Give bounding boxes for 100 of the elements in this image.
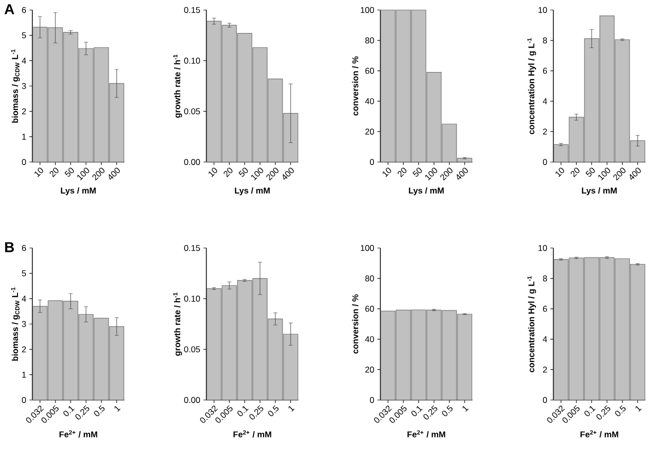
x-axis-title: Lys / mM: [582, 187, 617, 196]
x-tick-label: 10: [34, 168, 44, 178]
y-axis-title: growth rate / h$^{-1}$: [173, 54, 182, 118]
y-axis-title: conversion / %: [352, 294, 358, 354]
y-tick-label: 40: [365, 98, 374, 104]
x-tick-label: 20: [398, 168, 406, 178]
y-tick-label: 6: [543, 68, 547, 74]
y-tick-label: 100: [360, 7, 374, 13]
x-tick-label: 10: [556, 168, 564, 178]
x-axis-title: Lys / mM: [234, 187, 270, 196]
y-tick-label: 0: [370, 397, 374, 403]
x-axis-title: Fe$^{2+}$ / mM: [234, 430, 272, 438]
x-tick-label: 200: [440, 168, 452, 181]
y-tick-label: 80: [365, 275, 374, 282]
y-tick-label: 0: [542, 397, 547, 403]
y-tick-label: 4: [22, 296, 26, 302]
x-tick-label: 0.1: [63, 406, 75, 416]
y-tick-label: 60: [365, 68, 374, 74]
y-tick-label: 3: [22, 83, 26, 89]
y-tick-label: 3: [22, 321, 26, 327]
y-axis-title: biomass / g$_{CDW}$ L$^{-1}$: [11, 49, 20, 123]
x-tick-label: 200: [92, 168, 104, 181]
x-tick-label: 100: [77, 168, 90, 180]
y-tick-label: 100: [360, 245, 374, 251]
y-tick-label: 4: [542, 98, 548, 104]
x-tick-label: 0.5: [268, 405, 279, 416]
y-axis-title: growth rate / h$^{-1}$: [173, 292, 182, 356]
text: B: [5, 242, 14, 252]
x-tick-label: 50: [64, 168, 74, 177]
x-tick-label: 100: [598, 168, 610, 180]
y-tick-label: 0.00: [184, 159, 200, 165]
y-tick-label: 6: [543, 306, 547, 312]
y-tick-label: 6: [22, 245, 26, 251]
x-tick-label: 20: [50, 168, 58, 178]
y-tick-label: 8: [542, 37, 547, 44]
y-tick-label: 0.10: [184, 58, 200, 64]
y-tick-label: 8: [542, 275, 547, 282]
y-tick-label: 0.05: [184, 108, 200, 114]
y-axis-title: concentration Hyl / g L$^{-1}$: [527, 38, 536, 134]
x-tick-label: 20: [224, 168, 232, 178]
x-axis-title: Fe$^{2+}$ / mM: [60, 430, 98, 438]
text: A: [4, 4, 14, 14]
x-axis-title: Fe$^{2+}$ / mM: [408, 430, 446, 438]
x-tick-label: 400: [456, 168, 468, 180]
x-tick-label: 100: [425, 168, 438, 180]
x-tick-label: 10: [382, 168, 392, 178]
y-tick-label: 20: [365, 366, 374, 373]
y-tick-label: 10: [538, 245, 547, 251]
y-tick-label: 0.05: [184, 346, 200, 352]
x-tick-label: 0.1: [411, 406, 423, 416]
y-tick-label: 6: [22, 7, 26, 13]
x-axis-title: Lys / mM: [408, 187, 444, 196]
y-tick-label: 1: [22, 372, 26, 378]
y-tick-label: 2: [22, 108, 26, 114]
y-tick-label: 0: [22, 397, 26, 403]
x-tick-label: 20: [570, 168, 580, 178]
x-tick-label: 100: [251, 168, 264, 180]
x-tick-label: 1: [636, 406, 642, 412]
y-tick-label: 40: [365, 336, 374, 342]
x-tick-label: 200: [266, 168, 278, 181]
y-tick-label: 0.15: [184, 245, 200, 251]
x-tick-label: 50: [412, 168, 422, 177]
x-tick-label: 0.5: [94, 405, 105, 416]
y-tick-label: 0: [22, 159, 26, 165]
y-tick-label: 0.00: [184, 397, 200, 403]
x-tick-label: 400: [282, 168, 294, 180]
x-axis-title: Fe$^{2+}$ / mM: [580, 430, 618, 438]
y-axis-title: biomass / g$_{CDW}$ L$^{-1}$: [11, 287, 20, 361]
y-axis-title: conversion / %: [352, 56, 358, 116]
x-tick-label: 200: [613, 168, 626, 181]
x-tick-label: 0.1: [584, 406, 596, 416]
y-tick-label: 1: [22, 134, 26, 140]
y-axis-title: concentration Hyl / g L$^{-1}$: [527, 276, 536, 372]
x-tick-label: 50: [586, 168, 595, 177]
x-tick-label: 1: [114, 406, 120, 412]
x-tick-label: 1: [462, 406, 468, 412]
x-tick-label: 10: [208, 168, 218, 178]
y-tick-label: 60: [365, 306, 374, 312]
x-tick-label: 400: [108, 168, 120, 180]
y-tick-label: 4: [542, 336, 548, 342]
y-tick-label: 0: [370, 159, 374, 165]
x-tick-label: 0.5: [442, 405, 453, 416]
y-tick-label: 2: [22, 346, 26, 352]
y-tick-label: 0.15: [184, 7, 200, 13]
y-tick-label: 20: [365, 128, 374, 135]
y-tick-label: 2: [543, 366, 547, 373]
x-tick-label: 1: [288, 406, 294, 412]
y-tick-label: 2: [543, 128, 547, 135]
x-tick-label: 0.1: [237, 406, 249, 416]
x-tick-label: 50: [238, 168, 248, 177]
y-tick-label: 5: [22, 32, 26, 38]
y-tick-label: 0: [542, 159, 547, 165]
y-tick-label: 0.10: [184, 296, 200, 302]
y-tick-label: 80: [365, 37, 374, 44]
y-tick-label: 4: [22, 58, 26, 64]
x-tick-label: 400: [630, 168, 641, 180]
x-tick-label: 0.5: [615, 405, 626, 416]
y-tick-label: 10: [538, 7, 547, 13]
y-tick-label: 5: [22, 270, 26, 276]
x-axis-title: Lys / mM: [60, 187, 96, 196]
